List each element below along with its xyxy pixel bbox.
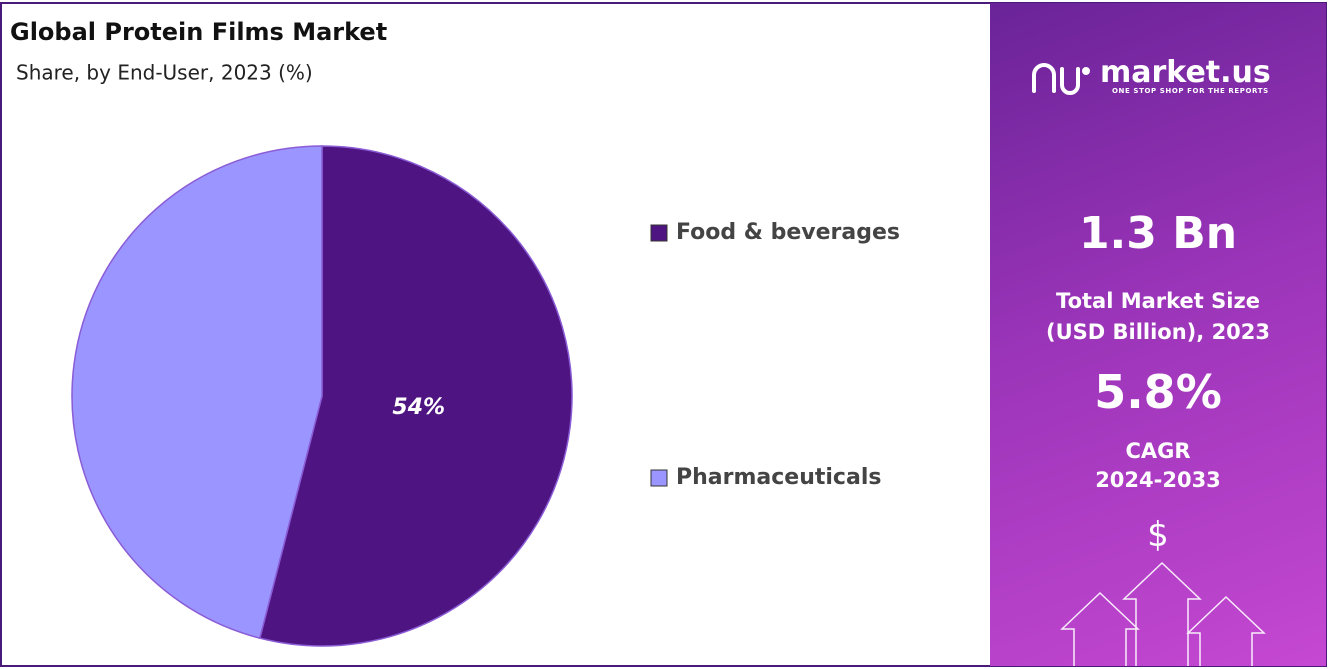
logo-text: market.us bbox=[1100, 55, 1271, 90]
legend-swatch bbox=[650, 469, 668, 487]
market-size-label: (USD Billion), 2023 bbox=[1045, 320, 1271, 344]
arrows bbox=[1060, 561, 1266, 666]
panel-decor bbox=[1032, 63, 1266, 666]
logo-icon bbox=[1032, 63, 1090, 95]
info-panel: market.us ONE STOP SHOP FOR THE REPORTS … bbox=[990, 3, 1326, 666]
cagr-label: 2024-2033 bbox=[1095, 468, 1221, 492]
pie-slice bbox=[71, 145, 323, 640]
market-size-label: Total Market Size bbox=[1056, 289, 1260, 313]
legend: Food & beverages Pharmaceuticals bbox=[650, 220, 900, 490]
data-label: 54% bbox=[392, 395, 445, 420]
pie-slice bbox=[258, 145, 573, 647]
logo-tagline: ONE STOP SHOP FOR THE REPORTS bbox=[1112, 87, 1269, 95]
market-size: 1.3 Bn bbox=[1078, 208, 1238, 259]
chart-title: Global Protein Films Market bbox=[10, 18, 387, 46]
cagr: 5.8% bbox=[1094, 365, 1222, 419]
legend-swatch bbox=[650, 224, 668, 242]
legend-label: Pharmaceuticals bbox=[676, 465, 881, 490]
pie: 54% bbox=[71, 145, 573, 647]
cagr-label: CAGR bbox=[1125, 439, 1191, 463]
legend-label: Food & beverages bbox=[676, 220, 900, 245]
currency-icon: $ bbox=[1147, 515, 1169, 555]
chart-subtitle: Share, by End-User, 2023 (%) bbox=[16, 61, 313, 85]
